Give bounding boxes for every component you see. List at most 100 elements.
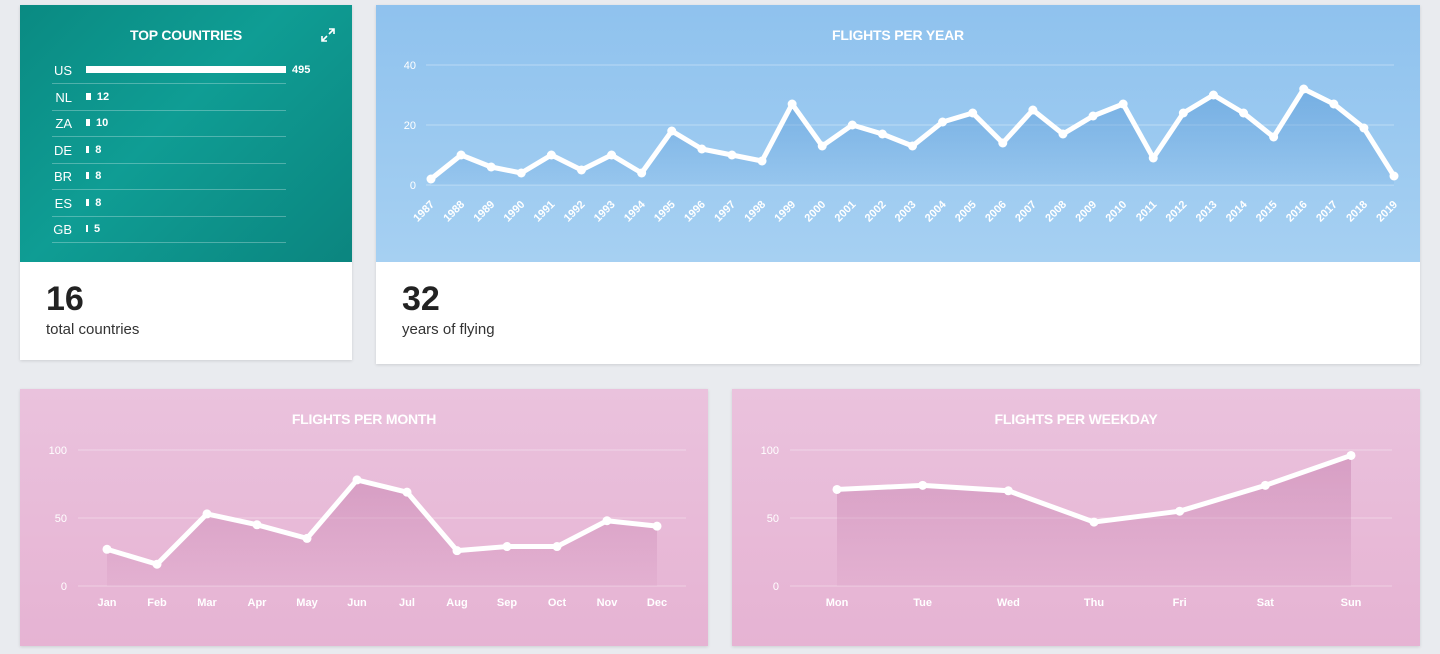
data-point bbox=[456, 150, 466, 160]
data-point bbox=[402, 487, 412, 497]
data-point bbox=[102, 544, 112, 554]
data-point bbox=[1269, 132, 1279, 142]
data-point bbox=[1003, 486, 1013, 496]
x-tick-label: Sep bbox=[497, 597, 517, 609]
data-point bbox=[1148, 153, 1158, 163]
data-point bbox=[1178, 108, 1188, 118]
data-point bbox=[1299, 84, 1309, 94]
data-point bbox=[787, 99, 797, 109]
data-point bbox=[1239, 108, 1249, 118]
data-point bbox=[1389, 171, 1399, 181]
x-tick-label: Mar bbox=[197, 597, 217, 609]
x-tick-label: 2019 bbox=[1374, 199, 1400, 225]
country-bar bbox=[86, 119, 91, 126]
data-point bbox=[998, 138, 1008, 148]
data-point bbox=[1028, 105, 1038, 115]
flights-per-month-title: FLIGHTS PER MONTH bbox=[291, 411, 437, 427]
data-point bbox=[847, 120, 857, 130]
data-point bbox=[202, 509, 212, 519]
x-tick-label: 2002 bbox=[863, 199, 889, 225]
x-tick-label: Tue bbox=[913, 597, 932, 609]
x-tick-label: 2015 bbox=[1254, 199, 1280, 225]
country-bar bbox=[86, 198, 90, 206]
flights-per-month-chart: 0 50 100 Jan Feb Mar Apr May Jun Jul Aug Sep Oct Nov D… bbox=[49, 445, 686, 609]
data-point bbox=[1058, 129, 1068, 139]
x-tick-label: 2012 bbox=[1164, 199, 1190, 225]
flights-per-year-title: FLIGHTS PER YEAR bbox=[832, 27, 964, 43]
country-row: GB 5 bbox=[52, 216, 286, 243]
y-tick-label: 20 bbox=[404, 120, 416, 132]
x-tick-label: Fri bbox=[1173, 597, 1187, 609]
data-point bbox=[877, 129, 887, 139]
data-point bbox=[546, 150, 556, 160]
y-tick-label: 50 bbox=[55, 513, 67, 525]
top-countries-card: TOP COUNTRIES US 495 NL 12 ZA 10 DE 8 BR 8 ES 8 GB 5 … bbox=[20, 5, 352, 360]
y-tick-label: 100 bbox=[49, 445, 67, 457]
data-point bbox=[502, 542, 512, 552]
data-point bbox=[938, 117, 948, 127]
x-tick-label: Wed bbox=[997, 597, 1020, 609]
x-tick-label: Apr bbox=[248, 597, 268, 609]
y-tick-label: 40 bbox=[404, 60, 416, 72]
x-tick-label: 1990 bbox=[502, 199, 528, 225]
data-point bbox=[426, 174, 436, 184]
data-point bbox=[908, 141, 917, 151]
country-code: BR bbox=[53, 169, 72, 184]
data-point bbox=[1088, 111, 1098, 121]
flights-per-month-card: FLIGHTS PER MONTH 0 50 100 Jan Feb Mar Apr May J… bbox=[20, 389, 708, 646]
y-tick-label: 50 bbox=[767, 513, 779, 525]
years-of-flying-label: years of flying bbox=[402, 321, 495, 338]
x-tick-label: 1987 bbox=[411, 199, 437, 225]
x-tick-label: 2016 bbox=[1284, 199, 1310, 225]
data-point bbox=[516, 168, 526, 178]
data-point bbox=[1260, 480, 1270, 490]
data-point bbox=[1359, 123, 1369, 133]
area-fill bbox=[107, 479, 657, 586]
country-bar bbox=[86, 66, 286, 73]
flights-per-year-card: FLIGHTS PER YEAR 0 20 40 1987 1988 1989 1990 19… bbox=[376, 5, 1420, 364]
data-point bbox=[1118, 99, 1128, 109]
x-tick-label: 2011 bbox=[1134, 199, 1159, 224]
x-tick-label: 2007 bbox=[1013, 199, 1039, 225]
x-tick-label: 2014 bbox=[1224, 198, 1250, 224]
expand-icon[interactable] bbox=[320, 27, 336, 43]
x-tick-label: 2017 bbox=[1314, 199, 1340, 225]
data-point bbox=[652, 521, 662, 531]
x-tick-label: Thu bbox=[1084, 597, 1104, 609]
x-tick-label: 2009 bbox=[1073, 199, 1099, 225]
top-countries-title: TOP COUNTRIES bbox=[129, 27, 242, 43]
country-value: 10 bbox=[96, 117, 109, 129]
x-tick-label: 2006 bbox=[983, 199, 1009, 225]
y-tick-label: 0 bbox=[410, 180, 416, 192]
x-tick-label: Jul bbox=[399, 597, 415, 609]
country-value: 8 bbox=[95, 196, 102, 209]
x-tick-label: 2000 bbox=[803, 199, 829, 225]
country-bar bbox=[86, 92, 91, 100]
data-point bbox=[252, 520, 262, 530]
country-row: US 495 bbox=[52, 57, 310, 84]
data-point bbox=[697, 144, 707, 154]
flights-per-weekday-chart: 0 50 100 Mon Tue Wed Thu Fri Sat Sun bbox=[761, 445, 1392, 609]
series-line bbox=[104, 477, 660, 567]
total-countries-value: 16 bbox=[46, 280, 84, 318]
data-point bbox=[352, 475, 362, 485]
x-tick-label: Dec bbox=[647, 597, 667, 609]
data-point bbox=[1208, 90, 1218, 100]
country-value: 495 bbox=[292, 64, 311, 76]
data-point bbox=[152, 559, 162, 569]
x-tick-label: 2005 bbox=[953, 199, 979, 225]
x-tick-label: 1991 bbox=[532, 199, 558, 225]
country-bar bbox=[86, 225, 89, 232]
x-tick-label: 1988 bbox=[441, 199, 467, 225]
x-tick-label: 1998 bbox=[742, 199, 768, 225]
country-code: US bbox=[53, 63, 72, 78]
data-point bbox=[727, 150, 737, 160]
x-tick-label: 2013 bbox=[1194, 199, 1220, 225]
x-tick-label: Feb bbox=[147, 597, 167, 609]
country-value: 5 bbox=[94, 223, 101, 235]
x-tick-label: Mon bbox=[826, 597, 849, 609]
x-tick-label: 2018 bbox=[1344, 199, 1370, 225]
x-tick-label: 1993 bbox=[592, 199, 618, 225]
data-point bbox=[1089, 517, 1099, 527]
y-tick-label: 100 bbox=[761, 445, 779, 457]
